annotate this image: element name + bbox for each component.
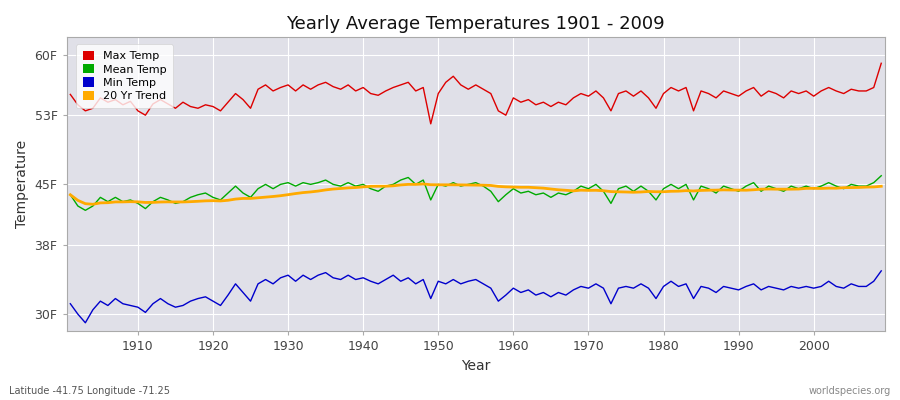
Y-axis label: Temperature: Temperature: [15, 140, 29, 228]
Text: Latitude -41.75 Longitude -71.25: Latitude -41.75 Longitude -71.25: [9, 386, 170, 396]
Text: worldspecies.org: worldspecies.org: [809, 386, 891, 396]
Title: Yearly Average Temperatures 1901 - 2009: Yearly Average Temperatures 1901 - 2009: [286, 15, 665, 33]
Legend: Max Temp, Mean Temp, Min Temp, 20 Yr Trend: Max Temp, Mean Temp, Min Temp, 20 Yr Tre…: [76, 44, 173, 108]
X-axis label: Year: Year: [461, 359, 491, 373]
